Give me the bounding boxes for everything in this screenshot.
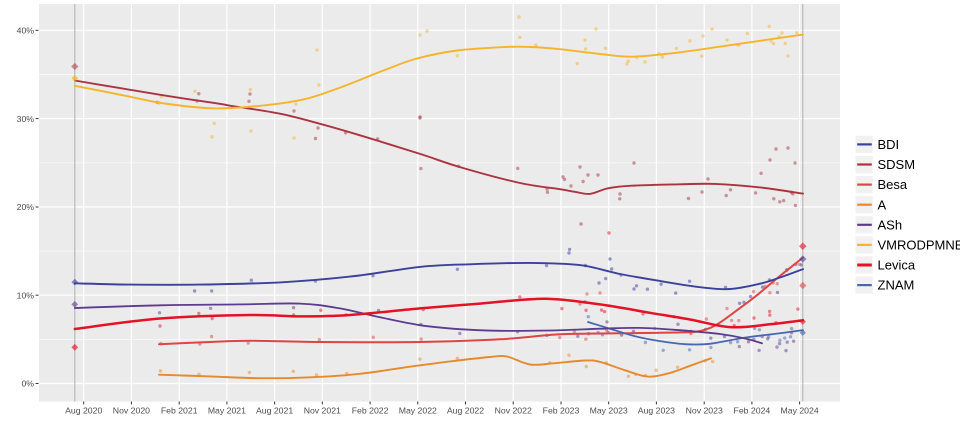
svg-text:May 2024: May 2024 xyxy=(781,406,819,416)
svg-text:Aug 2023: Aug 2023 xyxy=(638,406,675,416)
svg-text:Nov 2021: Nov 2021 xyxy=(304,406,341,416)
svg-text:Aug 2021: Aug 2021 xyxy=(256,406,293,416)
svg-text:Feb 2022: Feb 2022 xyxy=(352,406,389,416)
svg-text:10%: 10% xyxy=(17,290,35,300)
svg-text:ASh: ASh xyxy=(878,217,903,232)
svg-text:VMRODPMNE: VMRODPMNE xyxy=(878,238,960,253)
svg-text:BDI: BDI xyxy=(878,137,900,152)
svg-text:May 2022: May 2022 xyxy=(399,406,437,416)
svg-text:Aug 2020: Aug 2020 xyxy=(65,406,102,416)
svg-text:Levica: Levica xyxy=(878,258,916,273)
svg-text:Nov 2022: Nov 2022 xyxy=(495,406,532,416)
svg-text:Besa: Besa xyxy=(878,177,908,192)
svg-text:20%: 20% xyxy=(17,202,35,212)
svg-text:Aug 2022: Aug 2022 xyxy=(447,406,484,416)
svg-text:Feb 2021: Feb 2021 xyxy=(161,406,198,416)
svg-text:May 2023: May 2023 xyxy=(590,406,628,416)
svg-text:ZNAM: ZNAM xyxy=(878,278,915,293)
svg-text:0%: 0% xyxy=(21,379,34,389)
svg-text:May 2021: May 2021 xyxy=(208,406,246,416)
svg-text:SDSM: SDSM xyxy=(878,157,916,172)
svg-text:30%: 30% xyxy=(17,114,35,124)
svg-text:A: A xyxy=(878,197,887,212)
svg-text:Feb 2023: Feb 2023 xyxy=(543,406,580,416)
svg-text:Feb 2024: Feb 2024 xyxy=(734,406,771,416)
svg-text:40%: 40% xyxy=(17,26,35,36)
svg-text:Nov 2023: Nov 2023 xyxy=(686,406,723,416)
svg-text:Nov 2020: Nov 2020 xyxy=(113,406,150,416)
